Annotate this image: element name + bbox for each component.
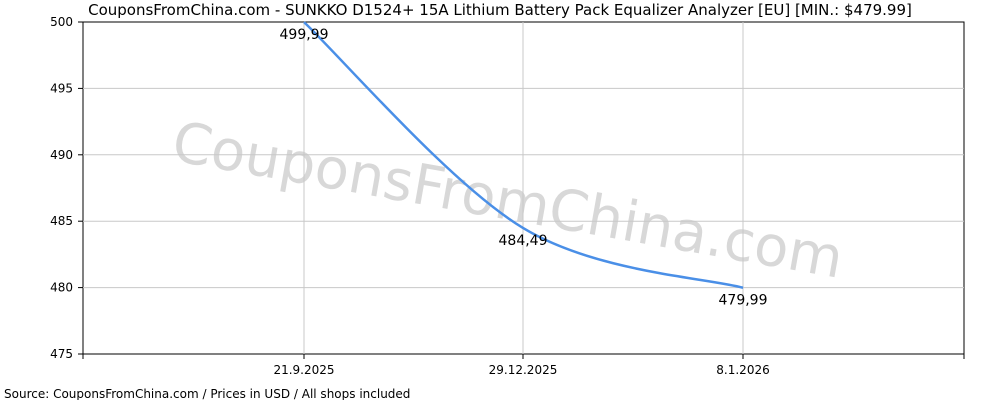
x-tick-label: 29.12.2025 bbox=[489, 363, 558, 377]
data-label: 499,99 bbox=[280, 27, 329, 43]
price-line bbox=[303, 21, 744, 289]
data-labels: 499,99 484,49 479,99 bbox=[280, 27, 768, 309]
y-tick-label: 500 bbox=[50, 15, 73, 29]
x-tick-label: 21.9.2025 bbox=[273, 363, 334, 377]
y-tick-label: 490 bbox=[50, 148, 73, 162]
data-label: 484,49 bbox=[499, 233, 548, 249]
chart-source: Source: CouponsFromChina.com / Prices in… bbox=[4, 387, 410, 400]
data-label: 479,99 bbox=[719, 293, 768, 309]
y-tick-label: 495 bbox=[50, 81, 73, 95]
y-tick-label: 475 bbox=[50, 347, 73, 361]
watermark: CouponsFromChina.com bbox=[168, 110, 848, 292]
y-tick-label: 485 bbox=[50, 214, 73, 228]
grid-lines bbox=[83, 22, 964, 354]
y-tick-label: 480 bbox=[50, 281, 73, 295]
x-axis: 21.9.2025 29.12.2025 8.1.2026 bbox=[82, 354, 965, 377]
chart-title: CouponsFromChina.com - SUNKKO D1524+ 15A… bbox=[88, 1, 912, 19]
y-axis: 475 480 485 490 495 500 bbox=[50, 15, 83, 361]
x-tick-label: 8.1.2026 bbox=[716, 363, 769, 377]
